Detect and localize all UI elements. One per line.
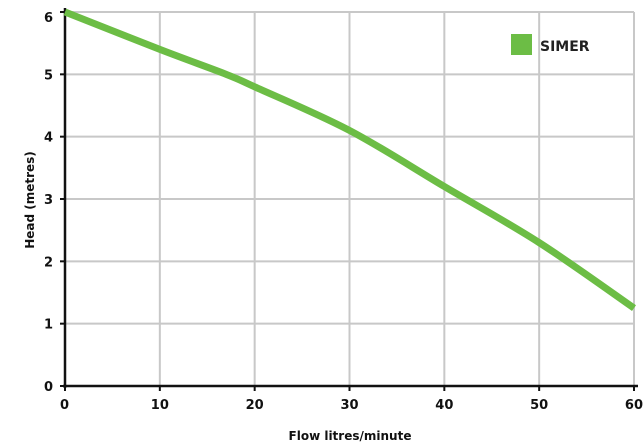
x-axis-title: Flow litres/minute: [289, 429, 412, 443]
axes: [60, 8, 638, 391]
y-tick-label: 3: [44, 193, 53, 208]
x-tick-label: 10: [151, 398, 169, 413]
x-tick-label: 30: [340, 398, 358, 413]
y-tick-label: 2: [44, 255, 53, 270]
x-tick-label: 50: [530, 398, 548, 413]
y-tick-label: 5: [44, 68, 53, 83]
y-tick-label: 0: [44, 380, 53, 395]
y-tick-label: 4: [44, 131, 53, 146]
x-tick-label: 60: [625, 398, 643, 413]
x-tick-label: 0: [60, 398, 69, 413]
y-tick-label: 1: [44, 318, 53, 333]
x-tick-labels: 0 10 20 30 40 50 60: [60, 398, 643, 413]
legend-label-simer: SIMER: [540, 39, 590, 55]
x-tick-label: 40: [435, 398, 453, 413]
series-layer: [63, 8, 636, 311]
legend-swatch-simer: [511, 34, 532, 55]
legend: SIMER: [511, 34, 590, 55]
y-tick-label: 6: [44, 11, 53, 26]
y-tick-labels: 0 1 2 3 4 5 6: [44, 11, 53, 395]
grid: [65, 11, 635, 386]
y-axis-title: Head (metres): [23, 151, 37, 249]
x-tick-label: 20: [246, 398, 264, 413]
series-line-simer: [63, 8, 636, 311]
